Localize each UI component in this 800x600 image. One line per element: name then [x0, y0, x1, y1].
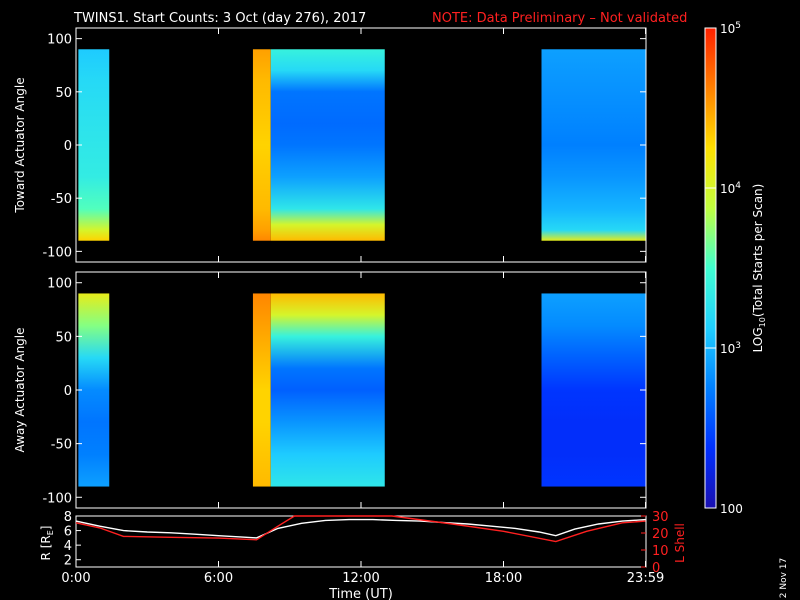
r-ytick-label: 4: [64, 539, 72, 554]
plot-date: 2 Nov 17: [779, 558, 789, 598]
away-ytick-label: -100: [42, 491, 72, 506]
away-ytick-label: 0: [64, 384, 72, 399]
r-ytick-label: 6: [64, 525, 72, 540]
r-ytick-label: 8: [64, 510, 72, 525]
colorbar-tick-label: 100: [720, 502, 743, 516]
toward-ytick-label: 0: [64, 139, 72, 154]
toward-ytick-label: 100: [47, 33, 72, 48]
colorbar-gradient: [705, 28, 716, 508]
away-heat-block: [541, 293, 646, 487]
toward-angle-axis: 100 50 0 -50 -100: [42, 28, 647, 262]
away-angle-panel: 100 50 0 -50 -100 Away Actuator Angle: [13, 271, 647, 509]
toward-heat-block: [270, 49, 385, 241]
time-xtick-label: 0:00: [61, 571, 90, 586]
r-ytick-label: 2: [64, 554, 72, 569]
time-xtick-label: 6:00: [204, 571, 233, 586]
time-xtick-label: 12:00: [342, 571, 379, 586]
toward-angle-ylabel: Toward Actuator Angle: [13, 77, 27, 213]
time-xtick-label: 23:59: [627, 571, 664, 586]
colorbar-tick-label: 104: [720, 181, 741, 196]
lshell-axis-label: L Shell: [673, 523, 687, 563]
away-ytick-label: 100: [47, 277, 72, 292]
chart-title: TWINS1. Start Counts: 3 Oct (day 276), 2…: [73, 11, 366, 26]
toward-angle-heatmap: [78, 49, 646, 241]
toward-heat-block: [252, 49, 271, 241]
away-angle-heatmap: [78, 293, 646, 487]
away-heat-block: [270, 293, 385, 487]
colorbar-ticks: 105 104 103 100: [705, 21, 743, 516]
away-angle-axis: 100 50 0 -50 -100: [42, 272, 647, 508]
away-ytick-label: 50: [55, 330, 72, 345]
lshell-ytick-label: 0: [652, 561, 660, 576]
time-xtick-label: 18:00: [485, 571, 522, 586]
colorbar-label: LOG10(Total Starts per Scan): [751, 184, 767, 353]
lshell-ytick-label: 30: [652, 510, 669, 525]
away-heat-block: [252, 293, 271, 487]
colorbar-tick-label: 105: [720, 21, 741, 36]
colorbar: 105 104 103 100 LOG10(Total Starts per Scan…: [704, 21, 767, 516]
colorbar-tick-label: 103: [720, 341, 741, 356]
lshell-line: [75, 515, 646, 543]
r-axis-label: R [RE]: [39, 526, 55, 561]
away-ytick-label: -50: [51, 438, 72, 453]
toward-ytick-label: -100: [42, 245, 72, 260]
toward-ytick-label: -50: [51, 192, 72, 207]
orbit-lines: [75, 515, 646, 543]
away-angle-ylabel: Away Actuator Angle: [13, 327, 27, 452]
lshell-ytick-label: 10: [652, 544, 669, 559]
away-heat-block: [78, 293, 110, 487]
preliminary-note: NOTE: Data Preliminary – Not validated: [432, 11, 687, 26]
toward-angle-panel: 100 50 0 -50 -100 Toward Actuator Angle: [13, 27, 647, 263]
lshell-ytick-label: 20: [652, 527, 669, 542]
r-distance-line: [75, 518, 646, 539]
toward-heat-block: [541, 49, 646, 241]
toward-ytick-label: 50: [55, 86, 72, 101]
time-axis-label: Time (UT): [328, 587, 393, 600]
toward-heat-block: [78, 49, 110, 241]
